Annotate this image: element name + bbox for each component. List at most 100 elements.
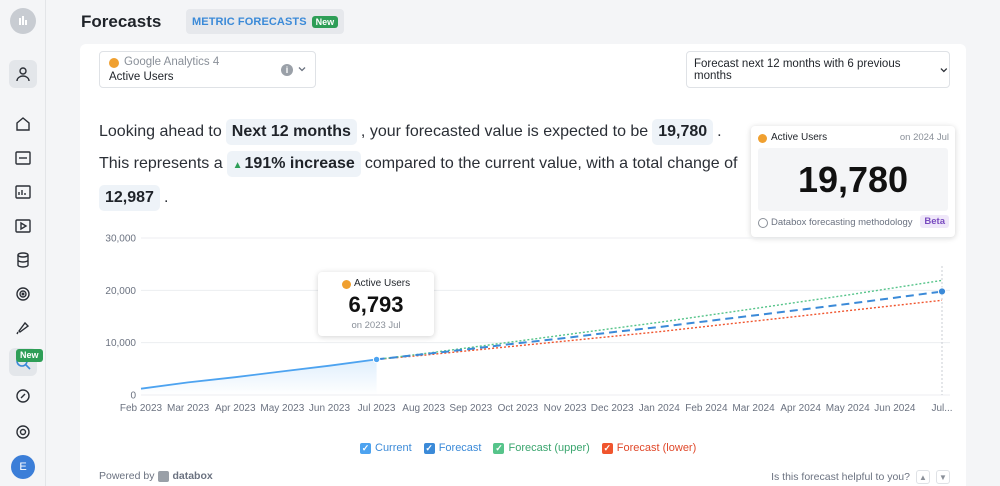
metric-name: Active Users xyxy=(109,71,174,83)
legend-label: Current xyxy=(375,442,412,454)
legend-forecast-lower[interactable]: ✓ Forecast (lower) xyxy=(601,442,697,454)
account-icon[interactable] xyxy=(9,60,37,88)
change-text: 191% increase xyxy=(244,155,355,172)
x-tick-label: May 2023 xyxy=(260,403,304,414)
help-icon[interactable] xyxy=(9,418,37,446)
thumbs-up-icon[interactable]: ▲ xyxy=(916,470,930,484)
legend-current[interactable]: ✓ Current xyxy=(360,442,412,454)
x-tick-label: Mar 2023 xyxy=(167,403,210,414)
dashboards-icon[interactable] xyxy=(9,178,37,206)
alerts-icon[interactable] xyxy=(9,314,37,342)
goals-icon[interactable] xyxy=(9,280,37,308)
x-tick-label: Apr 2023 xyxy=(215,403,256,414)
summary-line-3: 12,987 . xyxy=(95,185,168,211)
legend-label: Forecast xyxy=(438,442,482,454)
beta-badge: Beta xyxy=(920,215,949,228)
x-tick-label: Jan 2024 xyxy=(639,403,681,414)
tooltip-metric: Active Users xyxy=(354,278,411,289)
logo-icon[interactable] xyxy=(10,8,36,34)
methodology-icon xyxy=(758,218,768,228)
checkbox-icon[interactable]: ✓ xyxy=(360,442,371,454)
total-change-highlight: 12,987 xyxy=(99,185,160,211)
tooltip-value: 6,793 xyxy=(348,292,404,317)
metric-source: Google Analytics 4 xyxy=(124,56,220,68)
checkbox-icon[interactable]: ✓ xyxy=(493,442,505,454)
x-tick-label: Nov 2023 xyxy=(544,403,587,414)
methodology-link[interactable]: Databox forecasting methodology xyxy=(771,217,913,228)
x-tick-label: Dec 2023 xyxy=(591,403,634,414)
value-highlight: 19,780 xyxy=(652,119,714,145)
tab-metric-forecasts[interactable]: METRIC FORECASTS New xyxy=(186,9,345,34)
y-tick-label: 10,000 xyxy=(105,338,136,349)
thumbs-down-icon[interactable]: ▼ xyxy=(936,470,950,484)
forecast-card-panel xyxy=(80,44,966,486)
forecast-value-card: Active Users on 2024 Jul 19,780 Databox … xyxy=(751,126,955,237)
benchmarks-icon[interactable] xyxy=(9,382,37,410)
summary-text: . xyxy=(717,123,722,140)
legend-label: Forecast (lower) xyxy=(616,442,697,454)
period-select[interactable]: Forecast next 12 months with 6 previous … xyxy=(686,51,950,88)
legend-forecast[interactable]: ✓ Forecast xyxy=(423,442,482,454)
x-tick-label: Feb 2024 xyxy=(685,403,728,414)
current-area xyxy=(141,359,377,395)
x-tick-label: Jun 2024 xyxy=(874,403,916,414)
feedback-text: Is this forecast helpful to you? xyxy=(771,471,910,483)
powered-by: Powered by databox xyxy=(99,470,213,482)
y-tick-label: 20,000 xyxy=(105,286,136,297)
x-tick-label: Apr 2024 xyxy=(780,403,821,414)
forecast-chart: 0 10,000 20,000 30,000 Feb 2023 Mar 2023 Apr 2… xyxy=(105,234,952,415)
tooltip-date: on 2023 Jul xyxy=(351,320,401,331)
card-metric: Active Users xyxy=(771,132,828,143)
summary-text: compared to the current value, with a to… xyxy=(364,155,738,172)
home-icon[interactable] xyxy=(9,110,37,138)
x-tick-label: Feb 2023 xyxy=(120,403,163,414)
period-label: Forecast next 12 months with 6 previous … xyxy=(694,57,901,82)
forecast-end-point xyxy=(937,287,947,296)
google-analytics-icon xyxy=(342,280,351,289)
series-line-forecast-lower xyxy=(376,299,943,361)
x-tick-label: Sep 2023 xyxy=(449,403,492,414)
x-tick-label: Oct 2023 xyxy=(498,403,539,414)
chart-legend: ✓ Current ✓ Forecast ✓ Forecast (upper) … xyxy=(360,442,696,454)
page-title: Forecasts xyxy=(81,12,162,31)
series-line-forecast xyxy=(376,290,943,361)
avatar[interactable]: E xyxy=(11,455,35,479)
checkbox-icon[interactable]: ✓ xyxy=(423,442,435,454)
x-tick-label: Jul... xyxy=(931,403,952,414)
google-analytics-icon xyxy=(758,134,767,143)
series-line-forecast-upper xyxy=(376,279,943,361)
sidebar: New E xyxy=(0,0,46,486)
powered-text: Powered by xyxy=(99,470,155,482)
y-tick-label: 0 xyxy=(130,391,136,402)
summary-text: , your forecasted value is expected to b… xyxy=(360,123,649,140)
feedback: Is this forecast helpful to you? ▲ ▼ xyxy=(771,470,950,484)
current-last-point xyxy=(372,355,381,364)
metrics-icon[interactable] xyxy=(9,144,37,172)
x-tick-label: Mar 2024 xyxy=(732,403,775,414)
new-badge: New xyxy=(16,349,43,362)
x-tick-label: Jul 2023 xyxy=(358,403,396,414)
reports-icon[interactable] xyxy=(9,212,37,240)
change-highlight: ▲ 191% increase xyxy=(226,151,361,177)
metric-select[interactable]: Google Analytics 4 Active Users i xyxy=(99,51,316,88)
databox-logo[interactable]: databox xyxy=(158,470,213,482)
new-badge: New xyxy=(311,15,339,28)
summary-text: Looking ahead to xyxy=(99,123,222,140)
x-tick-label: Aug 2023 xyxy=(402,403,445,414)
checkbox-icon[interactable]: ✓ xyxy=(601,442,613,454)
info-icon[interactable]: i xyxy=(281,64,293,76)
summary-line-1: Looking ahead to Next 12 months , your f… xyxy=(99,119,722,145)
hover-tooltip: Active Users 6,793 on 2023 Jul xyxy=(318,272,434,336)
tab-label: METRIC FORECASTS xyxy=(192,15,307,28)
summary-text: This represents a xyxy=(99,155,223,172)
series-line-current xyxy=(140,358,377,390)
legend-forecast-upper[interactable]: ✓ Forecast (upper) xyxy=(493,442,590,454)
google-analytics-icon xyxy=(109,58,119,68)
card-value: 19,780 xyxy=(758,148,948,211)
datasets-icon[interactable] xyxy=(9,246,37,274)
x-tick-label: May 2024 xyxy=(826,403,870,414)
chevron-down-icon xyxy=(940,67,948,72)
brand-name: databox xyxy=(172,470,213,482)
summary-text: . xyxy=(163,189,169,206)
y-tick-label: 30,000 xyxy=(105,234,136,245)
